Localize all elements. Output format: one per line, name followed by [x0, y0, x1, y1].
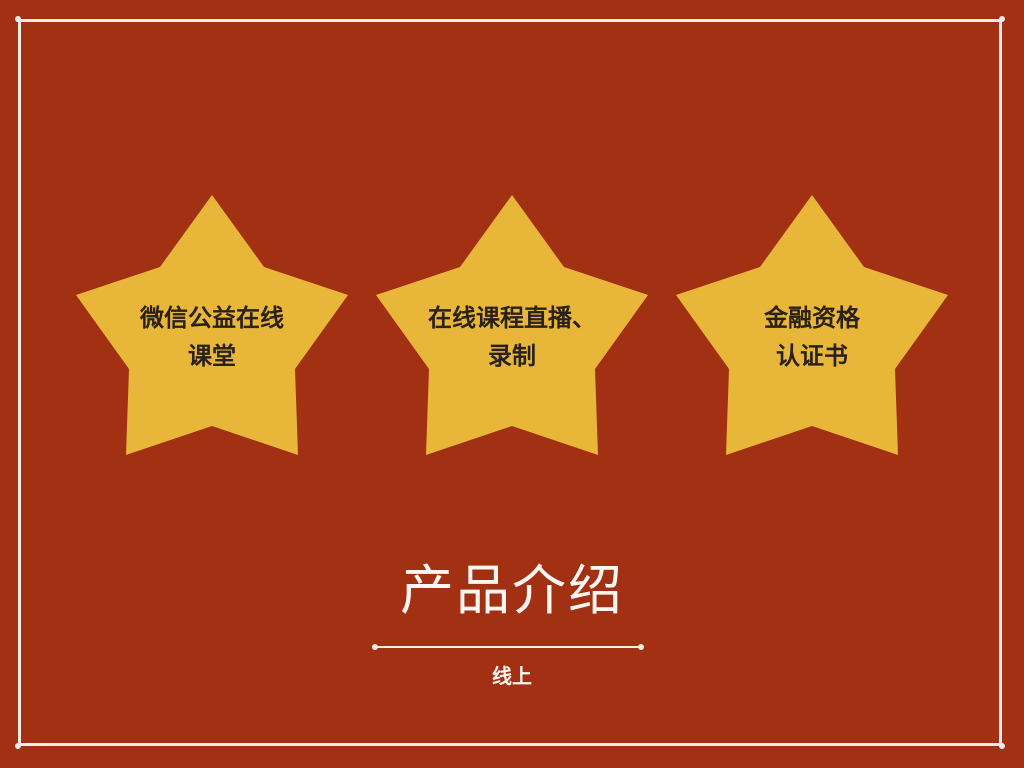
divider-end-dot: [638, 644, 644, 650]
star-card-3: 金融资格 认证书: [676, 195, 948, 455]
star-shape-icon: [376, 195, 648, 455]
title-divider: [372, 644, 644, 650]
slide-border-frame: [18, 19, 1002, 746]
star-label-line-2: 认证书: [776, 342, 848, 370]
frame-corner-dot: [15, 743, 21, 749]
page-subtitle: 线上: [492, 664, 532, 688]
star-label: 微信公益在线 课堂: [112, 299, 312, 375]
frame-corner-dot: [999, 743, 1005, 749]
divider-end-dot: [372, 644, 378, 650]
star-label: 在线课程直播、 录制: [412, 299, 612, 375]
star-label: 金融资格 认证书: [712, 299, 912, 375]
star-label-line-1: 金融资格: [764, 304, 860, 332]
star-card-2: 在线课程直播、 录制: [376, 195, 648, 455]
frame-corner-dot: [15, 16, 21, 22]
page-title: 产品介绍: [400, 559, 624, 622]
star-label-line-2: 录制: [488, 342, 536, 370]
frame-corner-dot: [999, 16, 1005, 22]
star-shape-icon: [676, 195, 948, 455]
star-card-1: 微信公益在线 课堂: [76, 195, 348, 455]
star-label-line-1: 微信公益在线: [140, 304, 284, 332]
star-label-line-2: 课堂: [188, 342, 236, 370]
star-label-line-1: 在线课程直播、: [428, 304, 596, 332]
star-shape-icon: [76, 195, 348, 455]
